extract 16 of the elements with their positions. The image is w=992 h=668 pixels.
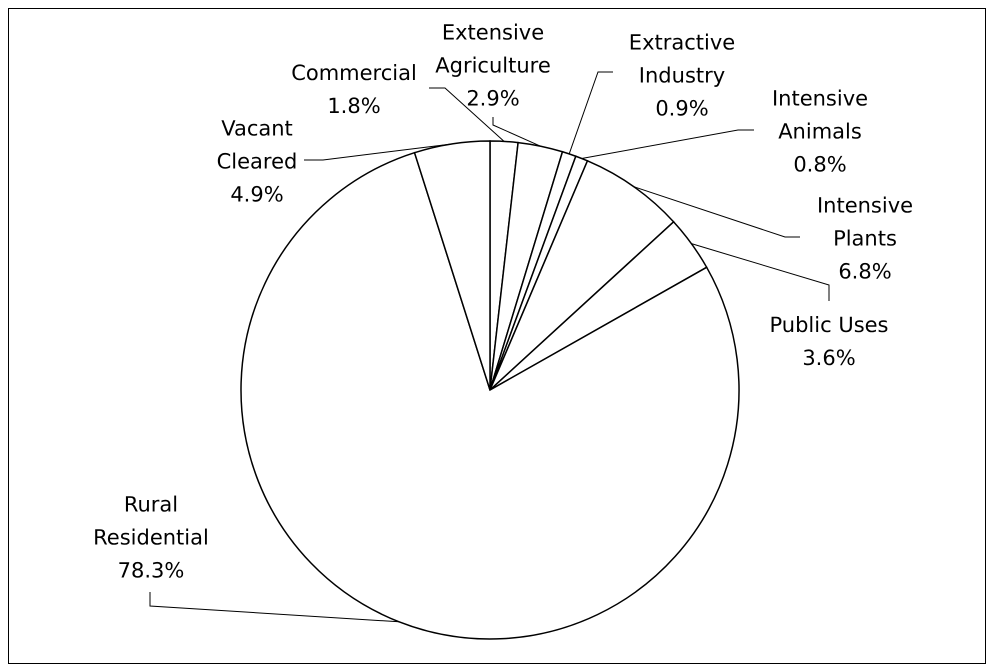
data-label: 2.9% [466,86,520,110]
slice-label: Rural Residential [93,492,209,550]
data-label: 0.9% [655,96,709,120]
data-label: 4.9% [230,182,284,206]
data-label: 0.8% [793,152,847,176]
data-label: 6.8% [838,259,892,284]
slice-label: Commercial [291,60,417,85]
slice-label: Extensive Agriculture [435,20,551,78]
slice-label: Intensive Plants [816,193,914,250]
slice-label: Extractive Industry [628,30,736,88]
data-label: 1.8% [327,94,381,118]
slice-label: Vacant Cleared [216,116,298,174]
slice-label: Public Uses [770,312,888,337]
data-label: 3.6% [802,346,856,370]
slice-label: Intensive Animals [772,86,868,144]
data-label: 78.3% [118,558,184,582]
